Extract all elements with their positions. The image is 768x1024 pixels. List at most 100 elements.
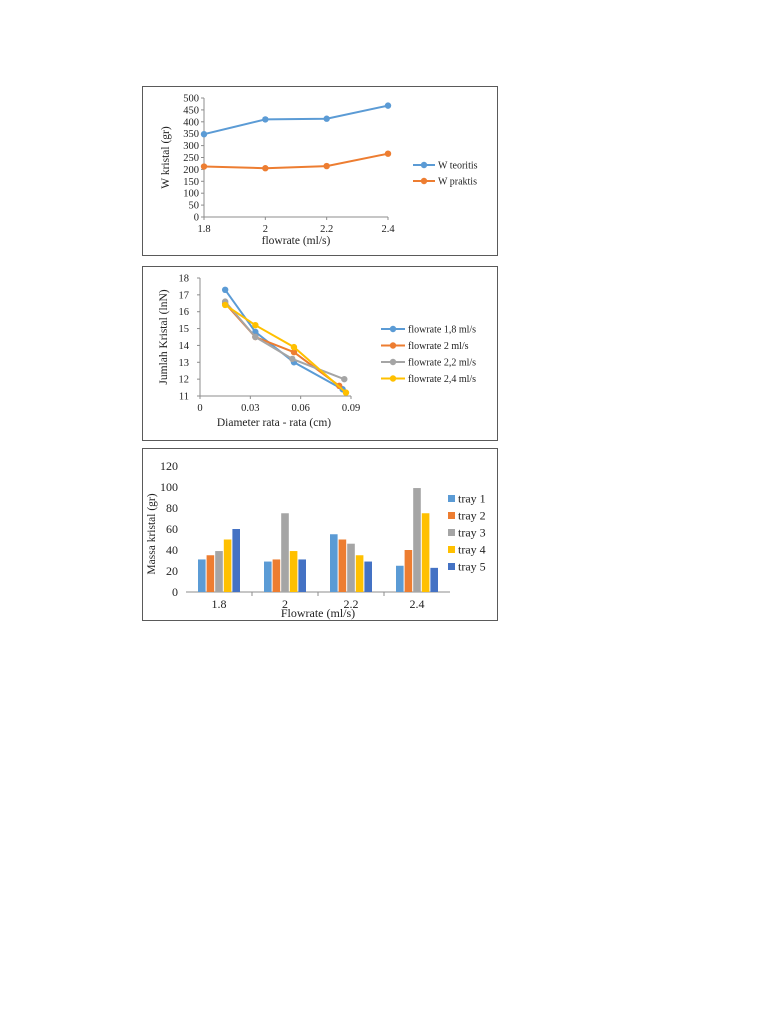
legend-label-4: tray 4	[458, 543, 486, 557]
chart-massa-kristal: 0 20 40 60 80 100 120 1.8 2 2.2 2.4 Flowrate (ml/s)…	[142, 448, 498, 621]
y-tick-label: 11	[179, 392, 189, 403]
series-1-point	[262, 116, 269, 123]
y-tick-label: 500	[183, 94, 199, 105]
bar-tray-1-2.2	[330, 534, 338, 592]
y-tick-label: 250	[183, 153, 199, 164]
series-3-point	[252, 333, 259, 341]
bar-tray-5-2.2	[364, 561, 372, 592]
x-tick-label: 1.8	[212, 597, 227, 611]
legend-swatch-4	[448, 546, 455, 553]
legend-marker-1	[420, 161, 428, 169]
y-tick-label: 16	[179, 307, 190, 318]
bar-tray-4-2.4	[421, 513, 430, 592]
series-4-point	[221, 301, 229, 309]
bar-tray-2-1.8	[206, 555, 215, 592]
legend-label-1: tray 1	[458, 492, 486, 506]
series-3-point	[341, 375, 348, 383]
bar-tray-1-2.4	[396, 565, 404, 592]
bar-tray-5-2	[298, 559, 306, 592]
y-tick-label: 18	[179, 274, 190, 285]
legend-label-4: flowrate 2,4 ml/s	[408, 374, 476, 385]
series-2-point	[384, 150, 392, 157]
y-tick-label: 100	[160, 480, 178, 494]
x-axis-title: flowrate (ml/s)	[262, 235, 331, 247]
x-tick-label: 0.03	[241, 403, 259, 414]
bar-tray-3-1.8	[215, 551, 223, 592]
legend-marker-2	[420, 177, 428, 185]
series-2-point	[290, 348, 298, 356]
y-tick-label: 300	[183, 141, 199, 152]
legend-swatch-2	[448, 512, 455, 519]
bar-tray-5-2.4	[430, 567, 438, 592]
y-tick-label: 50	[189, 201, 200, 212]
bar-tray-4-2	[289, 551, 298, 592]
series-1-point	[252, 328, 259, 336]
legend-label-1: W teoritis	[438, 161, 478, 172]
bar-tray-3-2	[281, 513, 289, 592]
y-tick-label: 80	[166, 501, 178, 515]
y-tick-label: 200	[183, 165, 199, 176]
x-tick-label: 2	[263, 224, 268, 235]
legend-marker-2	[389, 342, 397, 349]
series-line-1	[224, 289, 344, 391]
y-tick-label: 0	[172, 585, 178, 599]
legend-label-1: flowrate 1,8 ml/s	[408, 325, 476, 336]
bar-tray-3-2.4	[413, 488, 421, 592]
y-tick-label: 14	[179, 341, 190, 352]
bar-tray-2-2	[272, 559, 281, 592]
bar-tray-4-1.8	[223, 539, 232, 592]
legend-swatch-3	[448, 529, 455, 536]
series-line-1	[203, 104, 389, 136]
x-tick-label: 2.2	[320, 224, 333, 235]
series-line-2	[203, 152, 389, 170]
legend-label-5: tray 5	[458, 560, 486, 574]
x-tick-label: 0.06	[291, 403, 309, 414]
series-3-point	[289, 355, 296, 363]
legend-swatch-1	[448, 495, 455, 502]
bar-tray-5-1.8	[232, 529, 240, 592]
x-axis-title: Flowrate (ml/s)	[281, 606, 355, 620]
y-tick-label: 20	[166, 564, 178, 578]
bar-tray-2-2.4	[404, 550, 413, 592]
series-2-point	[200, 163, 208, 170]
y-tick-label: 120	[160, 459, 178, 473]
legend-label-3: flowrate 2,2 ml/s	[408, 358, 476, 369]
series-4-point	[252, 322, 259, 329]
y-axis-title: Jumlah Kristal (lnN)	[158, 289, 170, 384]
y-axis-title: Massa kristal (gr)	[146, 493, 158, 574]
series-2-point	[323, 162, 330, 170]
y-tick-label: 13	[179, 358, 190, 369]
y-tick-label: 150	[183, 177, 199, 188]
legend-marker-3	[389, 358, 397, 366]
chart-jumlah-kristal-svg: 11 12 13 14 15 16 17 18 0 0.03 0.06 0.09 Diameter ra…	[158, 274, 476, 430]
series-1-point	[384, 102, 392, 109]
x-tick-label: 2.4	[410, 597, 425, 611]
y-tick-label: 100	[183, 189, 199, 200]
series-2-point	[262, 165, 269, 172]
x-tick-label: 0	[197, 403, 202, 414]
y-tick-label: 40	[166, 543, 178, 557]
bar-tray-2-2.2	[338, 539, 347, 592]
x-tick-label: 2.4	[381, 224, 395, 235]
chart-w-kristal: 0 50 100 150 200 250 300 350 400 450 500 1.8 2 2.2 2.4…	[142, 86, 498, 256]
x-tick-label: 2	[282, 597, 288, 611]
series-4-point	[342, 389, 350, 396]
series-4-point	[290, 343, 298, 351]
x-tick-label: 2.2	[344, 597, 359, 611]
y-tick-label: 0	[194, 213, 199, 224]
legend-label-2: tray 2	[458, 509, 486, 523]
bar-tray-4-2.2	[355, 555, 364, 592]
chart-jumlah-kristal: 11 12 13 14 15 16 17 18 0 0.03 0.06 0.09 Diameter ra…	[142, 266, 498, 441]
bar-tray-3-2.2	[347, 543, 355, 592]
x-tick-label: 1.8	[197, 224, 210, 235]
y-tick-label: 60	[166, 522, 178, 536]
bar-tray-1-2	[264, 561, 272, 592]
chart-massa-kristal-svg: 0 20 40 60 80 100 120 1.8 2 2.2 2.4 Flowrate (ml/s)…	[146, 459, 486, 620]
bar-tray-1-1.8	[198, 559, 206, 592]
y-tick-label: 15	[179, 324, 190, 335]
series-1-point	[221, 286, 229, 293]
legend-label-2: flowrate 2 ml/s	[408, 341, 469, 352]
series-1-point	[323, 115, 330, 122]
legend-label-3: tray 3	[458, 526, 486, 540]
